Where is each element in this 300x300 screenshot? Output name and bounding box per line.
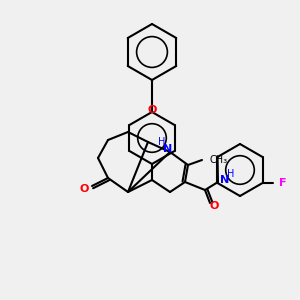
Text: O: O	[147, 105, 157, 115]
Text: H: H	[158, 137, 166, 147]
Text: H: H	[227, 169, 234, 179]
Text: N: N	[220, 175, 229, 185]
Text: CH₃: CH₃	[210, 155, 228, 165]
Text: O: O	[79, 184, 89, 194]
Text: F: F	[278, 178, 286, 188]
Text: N: N	[164, 144, 172, 154]
Text: O: O	[209, 201, 219, 211]
